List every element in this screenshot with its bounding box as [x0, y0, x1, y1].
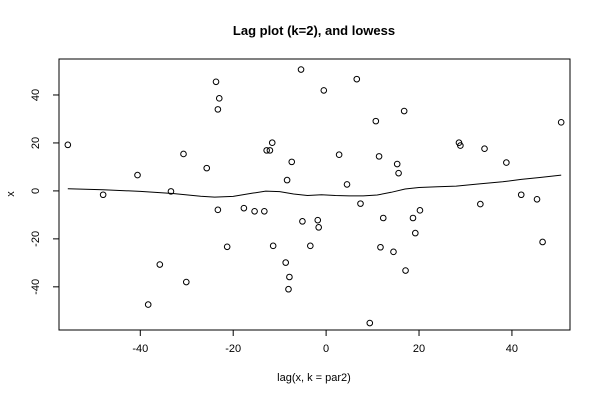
scatter-point [283, 176, 291, 184]
scatter-point [286, 273, 293, 281]
scatter-point [353, 75, 361, 83]
scatter-points [64, 66, 565, 327]
scatter-point [261, 207, 268, 215]
y-axis: -40 -20 0 20 40 [30, 89, 60, 295]
chart-title: Lag plot (k=2), and lowess [233, 23, 395, 38]
y-tick-label: -20 [30, 231, 42, 247]
scatter-point [409, 214, 417, 222]
y-tick-label: -40 [30, 279, 42, 295]
scatter-point [357, 200, 364, 207]
scatter-point [215, 95, 223, 102]
scatter-point [167, 188, 175, 195]
scatter-point [366, 319, 374, 327]
plot-frame [58, 58, 571, 331]
scatter-point [400, 107, 408, 115]
x-axis-label: lag(x, k = par2) [277, 372, 351, 384]
lowess-curve [67, 174, 562, 198]
x-axis: -40 -20 0 20 40 [132, 329, 518, 355]
scatter-point [457, 142, 464, 149]
y-tick-label: 0 [30, 188, 42, 194]
scatter-point [393, 160, 401, 168]
scatter-point [64, 141, 72, 149]
scatter-point [212, 78, 220, 86]
scatter-point [203, 164, 211, 172]
x-tick-label: 0 [323, 343, 329, 355]
scatter-point [156, 261, 164, 268]
scatter-point [533, 195, 541, 203]
scatter-point [307, 242, 314, 250]
scatter-point [503, 159, 510, 166]
scatter-point [182, 278, 190, 286]
scatter-point [214, 206, 222, 214]
scatter-point [144, 301, 152, 308]
x-tick-label: 40 [506, 343, 518, 355]
scatter-point [395, 169, 402, 177]
scatter-point [390, 248, 397, 256]
scatter-point [557, 119, 565, 126]
scatter-point [416, 207, 424, 214]
scatter-point [251, 207, 258, 215]
y-tick-label: 40 [30, 89, 42, 101]
scatter-point [214, 106, 222, 113]
scatter-point [481, 145, 488, 152]
scatter-point [269, 242, 277, 250]
x-tick-label: -20 [225, 343, 241, 355]
scatter-point [297, 66, 305, 73]
scatter-point [343, 181, 351, 188]
scatter-point [379, 214, 387, 222]
scatter-point [299, 218, 306, 225]
scatter-point [266, 147, 274, 154]
scatter-point [335, 151, 343, 158]
scatter-point [134, 171, 141, 179]
scatter-point [315, 224, 322, 231]
scatter-point [223, 243, 231, 251]
scatter-point [180, 150, 187, 158]
x-tick-label: 20 [413, 343, 425, 355]
scatter-point [99, 191, 107, 199]
scatter-point [314, 216, 322, 224]
scatter-point [412, 229, 419, 237]
scatter-point [517, 191, 525, 199]
scatter-point [288, 158, 296, 166]
scatter-point [240, 204, 248, 212]
scatter-point [285, 285, 292, 293]
scatter-point [402, 267, 409, 274]
x-tick-label: -40 [132, 343, 148, 355]
scatter-point [263, 147, 270, 154]
scatter-point [377, 243, 384, 251]
y-axis-label: x [5, 191, 17, 197]
scatter-point [477, 200, 484, 208]
y-tick-label: 20 [30, 137, 42, 149]
scatter-point [375, 153, 383, 160]
scatter-point [372, 117, 380, 125]
scatter-point [539, 238, 546, 246]
scatter-point [320, 87, 328, 94]
scatter-point [282, 259, 289, 266]
scatter-point [268, 139, 276, 146]
